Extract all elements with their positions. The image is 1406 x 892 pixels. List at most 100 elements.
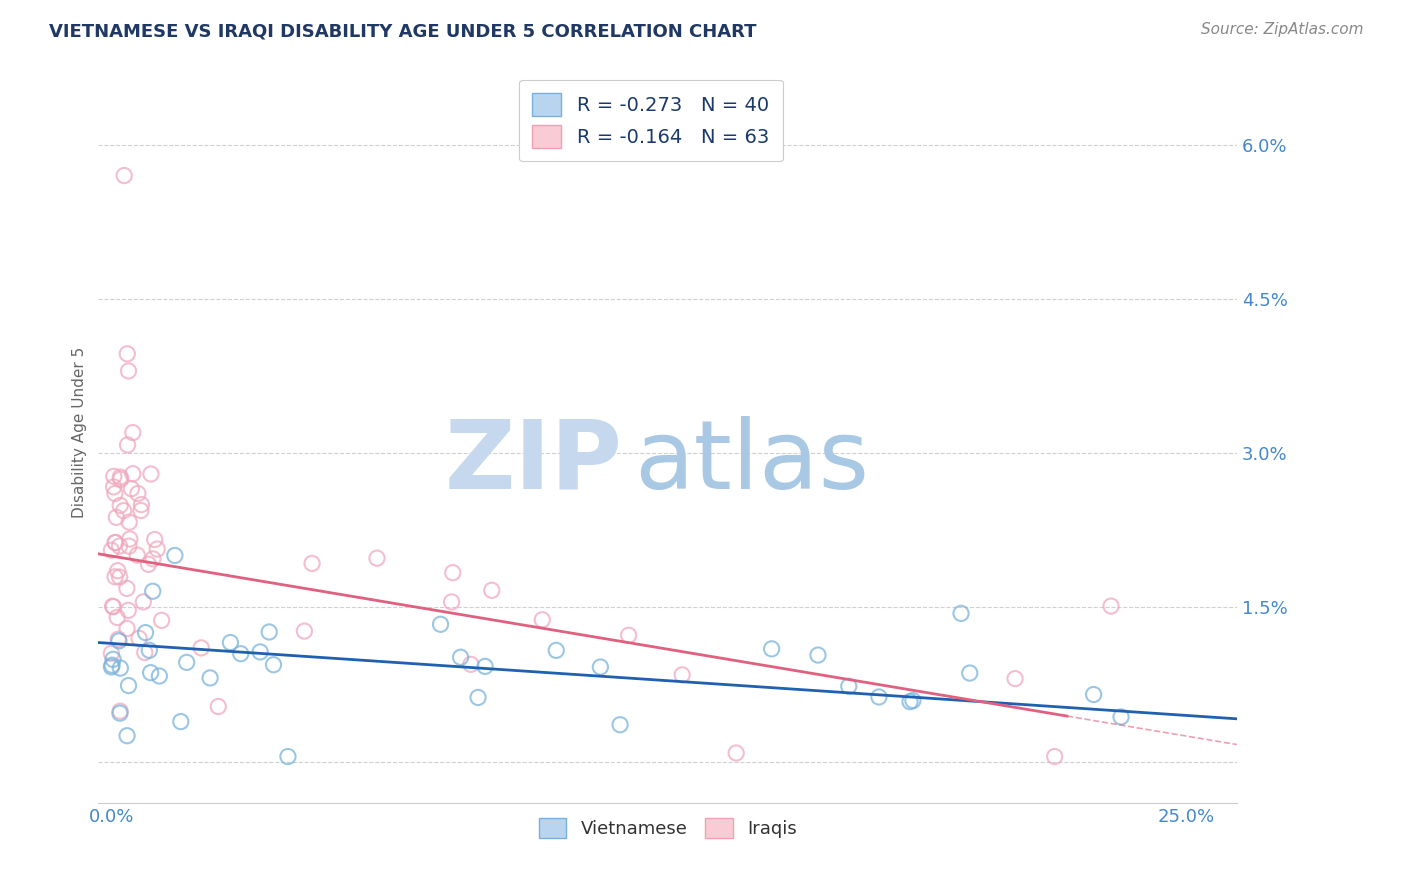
Point [118,515,141,529]
Point [108,539,131,553]
Point [128,632,150,646]
Point [108,706,131,721]
Point [292,624,315,639]
Point [429,617,451,632]
Point [441,566,464,580]
Point [277,749,299,764]
Point [1043,749,1066,764]
Point [138,643,160,657]
Point [129,503,152,517]
Point [761,641,783,656]
Point [105,510,128,524]
Point [101,599,124,614]
Point [450,650,472,665]
Point [148,669,170,683]
Point [366,551,388,566]
Text: ZIP: ZIP [444,416,623,508]
Point [108,499,131,513]
Point [1099,599,1122,613]
Point [671,668,693,682]
Point [139,467,162,481]
Point [142,552,165,566]
Point [531,613,554,627]
Point [1004,672,1026,686]
Point [107,632,129,647]
Point [176,656,198,670]
Point [127,548,149,562]
Point [105,610,128,624]
Point [115,729,138,743]
Point [481,583,503,598]
Point [257,625,280,640]
Point [117,347,139,361]
Point [139,665,162,680]
Point [617,628,640,642]
Point [898,695,921,709]
Point [110,661,132,675]
Point [1109,710,1132,724]
Point [103,599,125,614]
Point [103,469,125,483]
Point [131,498,153,512]
Point [589,660,612,674]
Point [190,640,212,655]
Point [110,472,132,486]
Point [103,480,125,494]
Point [950,607,973,621]
Point [100,543,122,558]
Point [110,470,132,484]
Point [121,425,143,440]
Point [170,714,193,729]
Point [838,679,860,693]
Point [146,542,169,557]
Point [207,699,229,714]
Point [127,486,149,500]
Point [1083,688,1105,702]
Point [143,533,166,547]
Text: Source: ZipAtlas.com: Source: ZipAtlas.com [1201,22,1364,37]
Point [107,564,129,578]
Point [108,704,131,718]
Point [229,647,252,661]
Point [901,693,924,707]
Point [132,595,155,609]
Point [118,539,141,553]
Point [112,169,135,183]
Point [263,657,285,672]
Point [101,658,124,673]
Point [609,717,631,731]
Point [104,486,127,500]
Point [115,622,138,636]
Point [474,659,496,673]
Point [118,532,141,546]
Point [725,746,748,760]
Point [117,679,139,693]
Point [134,645,156,659]
Point [249,645,271,659]
Point [868,690,890,704]
Point [959,666,981,681]
Point [138,558,160,572]
Y-axis label: Disability Age Under 5: Disability Age Under 5 [72,347,87,518]
Point [104,535,127,549]
Legend: Vietnamese, Iraqis: Vietnamese, Iraqis [531,810,804,846]
Point [163,549,186,563]
Text: VIETNAMESE VS IRAQI DISABILITY AGE UNDER 5 CORRELATION CHART: VIETNAMESE VS IRAQI DISABILITY AGE UNDER… [49,22,756,40]
Point [546,643,568,657]
Point [115,582,138,596]
Point [219,635,242,649]
Point [467,690,489,705]
Point [112,503,135,517]
Point [100,646,122,660]
Point [120,482,142,496]
Point [101,652,124,666]
Point [135,625,157,640]
Point [198,671,221,685]
Point [100,660,122,674]
Point [104,570,127,584]
Point [301,557,323,571]
Text: atlas: atlas [634,416,869,508]
Point [150,613,173,627]
Point [440,595,463,609]
Point [121,467,143,481]
